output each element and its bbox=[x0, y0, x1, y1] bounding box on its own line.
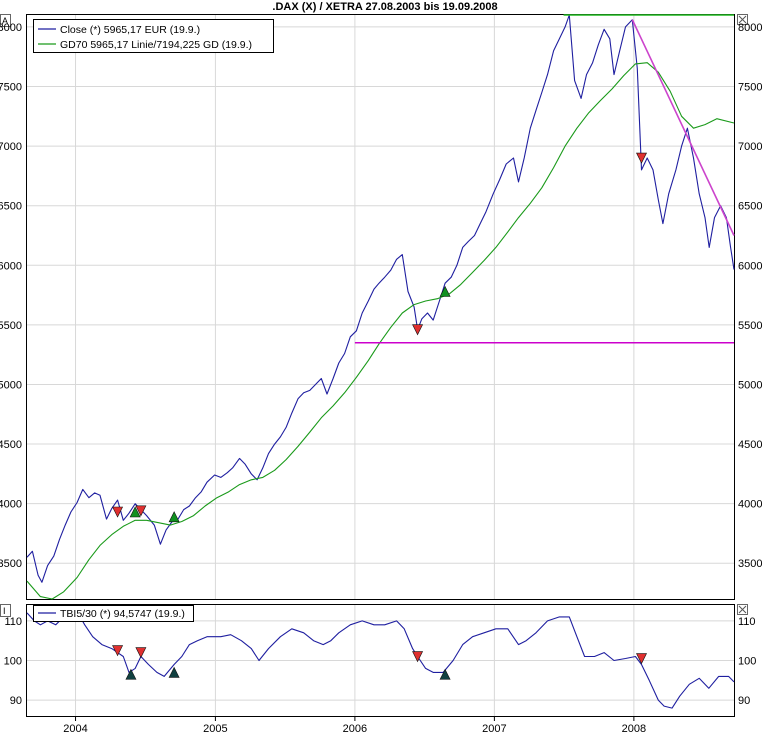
x-tick-label: 2005 bbox=[203, 723, 227, 735]
main-y-tick-left: 3500 bbox=[0, 558, 22, 570]
buy-signal-marker bbox=[168, 511, 180, 523]
main-grid bbox=[27, 15, 734, 599]
indicator-y-tick-right: 100 bbox=[738, 656, 756, 668]
indicator-y-tick-right: 90 bbox=[738, 695, 750, 707]
indicator-y-ticks: 90 90 100 100 110 110 bbox=[4, 616, 757, 707]
main-y-tick-left: 6500 bbox=[0, 201, 22, 213]
main-y-tick-right: 4000 bbox=[738, 499, 762, 511]
indicator-panel-label: I bbox=[3, 606, 6, 616]
x-tick-label: 2007 bbox=[482, 723, 506, 735]
x-tick-label: 2004 bbox=[63, 723, 87, 735]
main-y-tick-left: 4000 bbox=[0, 499, 22, 511]
x-axis-ticks: 2004 2005 2006 2007 2008 bbox=[63, 716, 646, 735]
buy-signal-marker bbox=[168, 666, 180, 678]
main-y-tick-left: 5000 bbox=[0, 379, 22, 391]
main-y-tick-left: 7000 bbox=[0, 141, 22, 153]
sell-signal-marker bbox=[112, 645, 124, 657]
main-y-tick-right: 6500 bbox=[738, 201, 762, 213]
main-panel-label-box bbox=[0, 14, 11, 27]
reference-line bbox=[631, 19, 735, 236]
x-tick-label: 2008 bbox=[622, 723, 646, 735]
sell-signal-marker bbox=[636, 152, 648, 164]
buy-signal-marker bbox=[125, 668, 137, 680]
main-y-tick-right: 3500 bbox=[738, 558, 762, 570]
indicator-signals bbox=[112, 645, 648, 680]
main-y-tick-right: 6000 bbox=[738, 260, 762, 272]
main-y-tick-left: 4500 bbox=[0, 439, 22, 451]
main-plot-frame bbox=[26, 14, 735, 600]
sell-signal-marker bbox=[636, 653, 648, 665]
main-y-ticks: 3500 3500 4000 4000 4500 4500 5000 5000 5500 5500… bbox=[0, 22, 762, 570]
chart-title: .DAX (X) / XETRA 27.08.2003 bis 19.09.20… bbox=[272, 1, 497, 13]
indicator-y-tick-left: 110 bbox=[4, 616, 22, 628]
gd70-line bbox=[26, 62, 735, 600]
main-y-tick-left: 8000 bbox=[0, 22, 22, 34]
main-y-tick-left: 7500 bbox=[0, 82, 22, 94]
legend-label-tbi: TBI5/30 (*) 94,5747 (19.9.) bbox=[60, 608, 185, 620]
buy-signal-marker bbox=[439, 668, 451, 680]
sell-signal-marker bbox=[135, 647, 147, 659]
main-y-tick-right: 5500 bbox=[738, 320, 762, 332]
indicator-series bbox=[26, 612, 735, 709]
sell-signal-marker bbox=[412, 324, 424, 336]
sell-signal-marker bbox=[135, 505, 147, 517]
main-y-tick-left: 6000 bbox=[0, 260, 22, 272]
main-legend-box bbox=[33, 19, 274, 53]
main-panel-close-icon[interactable] bbox=[737, 14, 748, 25]
main-panel-label: A bbox=[2, 16, 8, 26]
main-y-tick-left: 5500 bbox=[0, 320, 22, 332]
indicator-y-tick-left: 90 bbox=[10, 695, 22, 707]
close-price-line bbox=[26, 14, 735, 583]
main-series bbox=[26, 14, 735, 600]
main-y-tick-right: 5000 bbox=[738, 379, 762, 391]
indicator-legend: TBI5/30 (*) 94,5747 (19.9.) bbox=[33, 605, 194, 622]
legend-label-close: Close (*) 5965,17 EUR (19.9.) bbox=[60, 24, 200, 36]
main-y-tick-right: 7500 bbox=[738, 82, 762, 94]
sell-signal-marker bbox=[112, 506, 124, 518]
main-signals bbox=[112, 152, 648, 523]
indicator-y-tick-right: 110 bbox=[738, 616, 756, 628]
main-legend: Close (*) 5965,17 EUR (19.9.) GD70 5965,… bbox=[33, 19, 274, 53]
buy-signal-marker bbox=[439, 285, 451, 297]
legend-label-gd70: GD70 5965,17 Linie/7194,225 GD (19.9.) bbox=[60, 39, 252, 51]
buy-signal-marker bbox=[129, 506, 141, 518]
main-y-tick-right: 4500 bbox=[738, 439, 762, 451]
indicator-legend-box bbox=[33, 605, 194, 622]
tbi-line bbox=[26, 612, 735, 709]
sell-signal-marker bbox=[412, 651, 424, 663]
x-tick-label: 2006 bbox=[343, 723, 367, 735]
indicator-y-tick-left: 100 bbox=[4, 656, 22, 668]
main-y-tick-right: 8000 bbox=[738, 22, 762, 34]
main-reference-lines bbox=[354, 14, 735, 344]
indicator-plot-frame bbox=[26, 604, 735, 717]
main-y-tick-right: 7000 bbox=[738, 141, 762, 153]
indicator-panel-close-icon[interactable] bbox=[737, 604, 748, 615]
indicator-panel-label-box bbox=[0, 604, 11, 617]
